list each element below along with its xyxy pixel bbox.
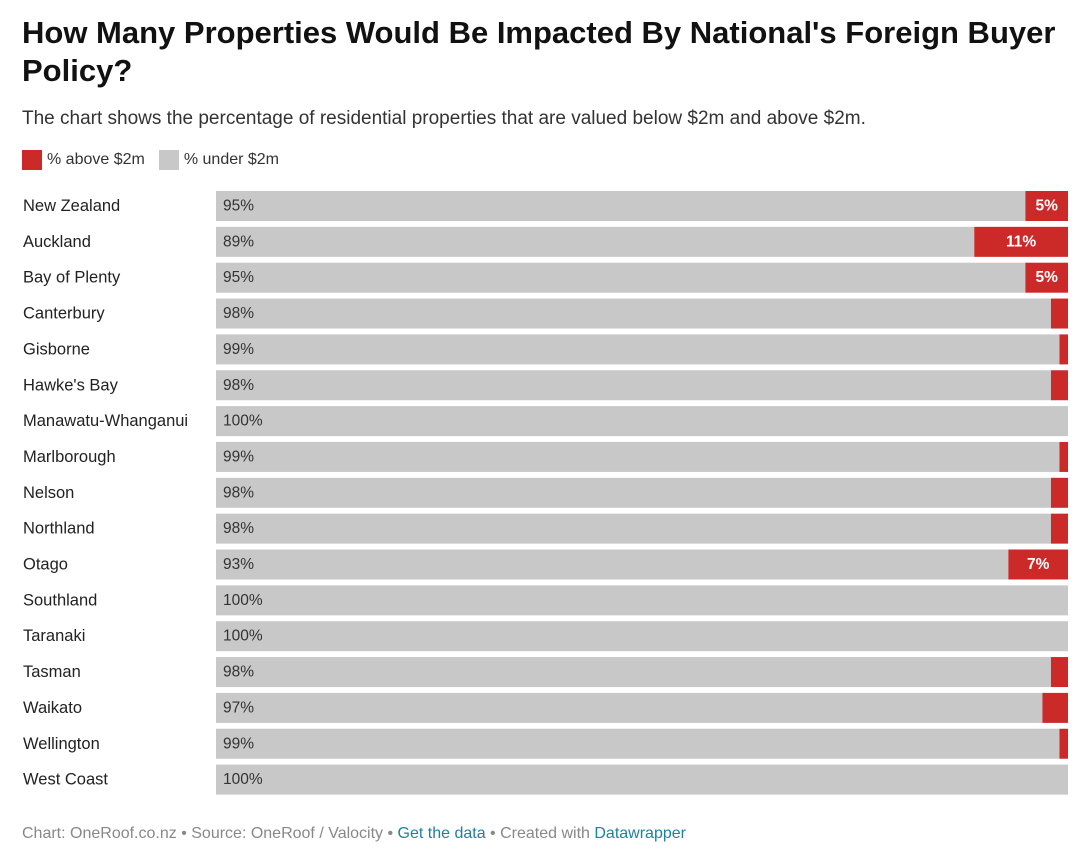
chart-subtitle: The chart shows the percentage of reside…: [22, 108, 866, 129]
category-label-taranaki: Taranaki: [23, 627, 85, 645]
bar-above-hawke-s-bay: [1050, 370, 1068, 401]
data-label-under-west-coast: 100%: [223, 771, 263, 788]
legend-item-under: % under $2m: [158, 150, 280, 170]
footer-separator: •: [383, 825, 398, 842]
category-label-canterbury: Canterbury: [23, 305, 105, 323]
data-label-under-northland: 98%: [223, 520, 254, 537]
data-label-under-marlborough: 99%: [223, 448, 254, 465]
bar-above-gisborne: [1059, 334, 1068, 365]
data-label-under-gisborne: 99%: [223, 341, 254, 358]
bar-under-bay-of-plenty: [216, 262, 1026, 293]
bar-above-bay-of-plenty: [1025, 262, 1068, 293]
data-label-under-wellington: 99%: [223, 735, 254, 752]
chart-source: Source: OneRoof / Valocity: [191, 825, 384, 842]
bar-under-auckland: [216, 226, 975, 257]
category-label-hawke-s-bay: Hawke's Bay: [23, 376, 119, 394]
data-label-under-hawke-s-bay: 98%: [223, 377, 254, 394]
bar-above-otago: [1008, 549, 1068, 580]
legend-label-under: % under $2m: [183, 151, 280, 168]
data-label-under-waikato: 97%: [223, 699, 254, 716]
get-the-data-link[interactable]: Get the data: [397, 825, 486, 842]
category-label-tasman: Tasman: [23, 663, 81, 681]
bar-above-auckland: [974, 226, 1068, 257]
chart-credit: Chart: OneRoof.co.nz: [22, 825, 177, 842]
data-label-above-bay-of-plenty: 5%: [1035, 269, 1058, 286]
data-label-under-auckland: 89%: [223, 233, 254, 250]
data-label-above-auckland: 11%: [1006, 233, 1036, 250]
category-label-southland: Southland: [23, 591, 97, 609]
category-label-auckland: Auckland: [23, 233, 91, 251]
bar-above-new-zealand: [1025, 191, 1068, 221]
data-label-under-otago: 93%: [223, 556, 254, 573]
bar-above-northland: [1050, 513, 1068, 544]
bar-under-canterbury: [216, 298, 1051, 329]
bar-under-gisborne: [216, 334, 1060, 365]
bar-under-manawatu-whanganui: [216, 406, 1068, 437]
chart-legend: % above $2m % under $2m: [22, 148, 293, 172]
datawrapper-link[interactable]: Datawrapper: [594, 825, 686, 842]
data-label-under-canterbury: 98%: [223, 305, 254, 322]
bar-above-nelson: [1050, 477, 1068, 508]
data-label-above-new-zealand: 5%: [1035, 198, 1058, 215]
data-label-under-southland: 100%: [223, 592, 263, 609]
data-label-under-bay-of-plenty: 95%: [223, 269, 254, 286]
category-label-gisborne: Gisborne: [23, 340, 90, 358]
bar-under-southland: [216, 585, 1068, 616]
category-label-west-coast: West Coast: [23, 771, 108, 789]
bar-under-tasman: [216, 657, 1051, 688]
bar-under-wellington: [216, 728, 1060, 759]
bar-under-hawke-s-bay: [216, 370, 1051, 401]
footer-separator: •: [176, 825, 192, 842]
category-label-manawatu-whanganui: Manawatu-Whanganui: [23, 412, 188, 430]
bar-under-west-coast: [216, 764, 1068, 795]
category-label-nelson: Nelson: [23, 484, 74, 502]
bar-under-taranaki: [216, 621, 1068, 652]
bar-under-marlborough: [216, 441, 1060, 472]
data-label-above-otago: 7%: [1027, 556, 1050, 573]
legend-swatch-under: [158, 150, 179, 170]
bar-under-otago: [216, 549, 1009, 580]
created-with-text: Created with: [500, 825, 595, 842]
legend-label-above: % above $2m: [47, 151, 145, 168]
footer-separator: •: [485, 825, 501, 842]
legend-swatch-above: [22, 150, 42, 170]
bar-above-tasman: [1050, 657, 1068, 688]
chart-title: How Many Properties Would Be Impacted By…: [22, 15, 1056, 88]
legend-item-above: % above $2m: [22, 150, 145, 170]
data-label-under-tasman: 98%: [223, 664, 254, 681]
stacked-bar-chart: New Zealand 95% 5% Auckland 89% 11% Bay of Ple…: [23, 191, 1068, 795]
category-label-wellington: Wellington: [23, 735, 100, 753]
bar-under-nelson: [216, 477, 1051, 508]
bar-above-waikato: [1042, 692, 1068, 723]
bar-above-wellington: [1059, 728, 1068, 759]
data-label-under-taranaki: 100%: [223, 628, 263, 645]
bar-under-northland: [216, 513, 1051, 544]
bar-under-waikato: [216, 692, 1043, 723]
category-label-waikato: Waikato: [23, 699, 82, 717]
category-label-new-zealand: New Zealand: [23, 197, 120, 215]
bar-above-canterbury: [1050, 298, 1068, 329]
data-label-under-manawatu-whanganui: 100%: [223, 413, 263, 430]
data-label-under-nelson: 98%: [223, 484, 254, 501]
data-label-under-new-zealand: 95%: [223, 198, 254, 215]
category-label-otago: Otago: [23, 556, 68, 574]
category-label-marlborough: Marlborough: [23, 448, 116, 466]
category-label-northland: Northland: [23, 520, 95, 538]
category-label-bay-of-plenty: Bay of Plenty: [23, 269, 121, 287]
bar-under-new-zealand: [216, 191, 1026, 221]
chart-footer: Chart: OneRoof.co.nz • Source: OneRoof /…: [22, 825, 686, 843]
bar-above-marlborough: [1059, 441, 1068, 472]
